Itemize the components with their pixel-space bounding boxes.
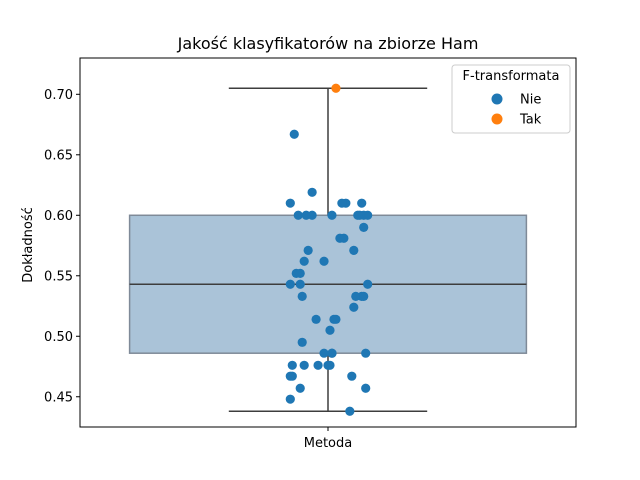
point-nie-31 bbox=[311, 314, 321, 324]
point-nie-14 bbox=[353, 210, 363, 220]
point-nie-41 bbox=[299, 360, 309, 370]
point-nie-46 bbox=[347, 371, 357, 381]
point-nie-51 bbox=[345, 406, 355, 416]
point-nie-33 bbox=[325, 325, 335, 335]
x-tick-label: Metoda bbox=[304, 436, 352, 451]
point-nie-25 bbox=[297, 291, 307, 301]
point-nie-23 bbox=[299, 256, 309, 266]
point-nie-39 bbox=[319, 348, 329, 358]
legend: F-transformata Nie Tak bbox=[451, 64, 571, 134]
y-tick-label: 0.50 bbox=[44, 330, 73, 345]
point-nie-34 bbox=[331, 314, 341, 324]
point-nie-49 bbox=[361, 383, 371, 393]
point-tak-0 bbox=[331, 83, 341, 93]
point-nie-35 bbox=[297, 337, 307, 347]
legend-label-tak: Tak bbox=[519, 113, 542, 128]
point-nie-43 bbox=[313, 360, 323, 370]
x-axis: Metoda bbox=[304, 427, 352, 451]
point-nie-22 bbox=[295, 279, 305, 289]
point-nie-3 bbox=[337, 198, 347, 208]
point-nie-4 bbox=[357, 198, 367, 208]
legend-title: F-transformata bbox=[463, 69, 560, 84]
point-nie-47 bbox=[285, 394, 295, 404]
point-nie-30 bbox=[359, 291, 369, 301]
point-nie-26 bbox=[363, 279, 373, 289]
y-tick-label: 0.70 bbox=[44, 88, 73, 103]
point-nie-37 bbox=[361, 348, 371, 358]
point-nie-50 bbox=[285, 371, 295, 381]
point-nie-24 bbox=[319, 256, 329, 266]
point-nie-27 bbox=[349, 302, 359, 312]
y-tick-label: 0.60 bbox=[44, 209, 73, 224]
point-nie-1 bbox=[307, 187, 317, 197]
point-nie-0 bbox=[289, 129, 299, 139]
point-nie-40 bbox=[287, 360, 297, 370]
point-nie-12 bbox=[327, 210, 337, 220]
point-nie-11 bbox=[301, 210, 311, 220]
point-nie-44 bbox=[325, 360, 335, 370]
legend-marker-tak bbox=[491, 113, 503, 125]
point-nie-20 bbox=[295, 268, 305, 278]
legend-label-nie: Nie bbox=[520, 93, 541, 108]
chart-title: Jakość klasyfikatorów na zbiorze Ham bbox=[177, 34, 479, 53]
point-nie-13 bbox=[359, 222, 369, 232]
y-axis-label: Dokładność bbox=[21, 207, 36, 283]
y-tick-label: 0.55 bbox=[44, 269, 73, 284]
y-tick-label: 0.45 bbox=[44, 390, 73, 405]
point-nie-18 bbox=[349, 245, 359, 255]
strip-points bbox=[285, 83, 373, 416]
point-nie-8 bbox=[285, 198, 295, 208]
point-nie-29 bbox=[351, 291, 361, 301]
point-nie-38 bbox=[327, 348, 337, 358]
point-nie-48 bbox=[295, 383, 305, 393]
y-tick-label: 0.65 bbox=[44, 148, 73, 163]
point-nie-17 bbox=[339, 233, 349, 243]
point-nie-9 bbox=[293, 210, 303, 220]
point-nie-21 bbox=[285, 279, 295, 289]
y-axis: 0.45 0.50 0.55 0.60 0.65 0.70 bbox=[44, 88, 80, 405]
legend-marker-nie bbox=[491, 93, 503, 105]
point-nie-6 bbox=[363, 210, 373, 220]
point-nie-15 bbox=[303, 245, 313, 255]
legend-box bbox=[451, 64, 571, 134]
